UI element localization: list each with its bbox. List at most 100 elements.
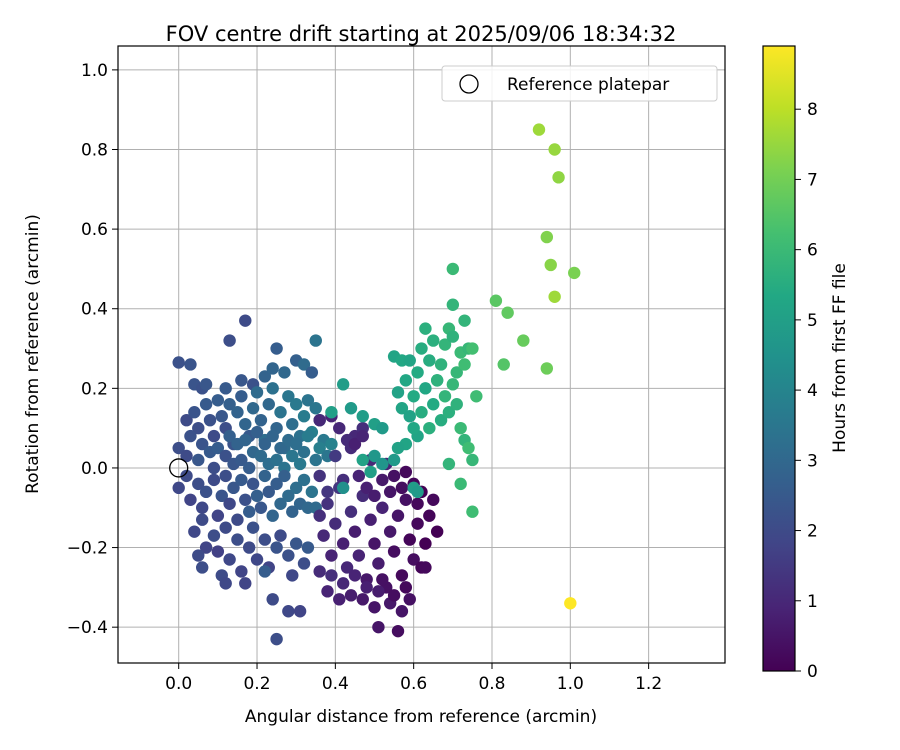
data-point (289, 481, 303, 495)
data-point (336, 481, 350, 495)
data-point (372, 620, 385, 634)
data-point (223, 497, 236, 510)
data-point (368, 489, 381, 503)
colorbar-label: Hours from first FF file (830, 263, 850, 453)
data-point (239, 314, 252, 327)
data-point (387, 589, 401, 602)
data-point (270, 477, 283, 491)
data-point (411, 366, 424, 379)
data-point (266, 382, 279, 395)
data-point (403, 593, 416, 606)
data-point (207, 429, 221, 443)
y-tick-label: 0.6 (81, 220, 108, 240)
data-point (219, 382, 232, 395)
data-point (301, 394, 315, 407)
data-point (356, 453, 369, 467)
data-point (286, 505, 299, 518)
data-point (250, 553, 264, 566)
data-point (239, 577, 252, 590)
data-point (262, 485, 275, 499)
data-point (211, 441, 225, 455)
data-point (211, 545, 225, 558)
data-point (458, 358, 471, 371)
data-point (442, 457, 456, 471)
data-point (395, 605, 409, 618)
data-point (387, 545, 401, 558)
data-point (399, 465, 413, 479)
data-point (489, 294, 503, 307)
data-point (313, 413, 326, 427)
data-point (364, 513, 377, 526)
data-point (325, 569, 338, 582)
data-point (274, 529, 287, 542)
data-point (266, 509, 279, 522)
data-point (203, 413, 217, 427)
data-point (282, 390, 295, 403)
data-point (199, 378, 213, 391)
data-point (427, 398, 440, 411)
data-point (423, 354, 436, 367)
x-tick-label: 0.4 (322, 674, 349, 694)
data-point (270, 632, 283, 646)
data-point (399, 374, 413, 387)
data-point (430, 525, 444, 538)
data-point (376, 457, 389, 471)
data-point (235, 453, 248, 467)
data-point (211, 394, 225, 407)
data-point (278, 469, 291, 483)
colorbar-tick-label: 6 (807, 241, 818, 261)
data-point (231, 406, 244, 419)
data-point (458, 314, 471, 327)
y-tick-label: 0.8 (81, 140, 108, 160)
data-point (309, 334, 322, 347)
data-point (278, 366, 291, 379)
data-point (532, 123, 546, 136)
grid-lines (118, 46, 725, 663)
data-point (172, 481, 185, 495)
data-point (411, 517, 424, 530)
data-point (446, 378, 460, 391)
data-point (305, 485, 319, 499)
data-point (372, 585, 385, 598)
data-point (258, 533, 272, 546)
data-point (227, 481, 240, 495)
data-point (399, 581, 413, 594)
data-point (235, 473, 248, 487)
data-point (246, 521, 260, 534)
data-point (333, 421, 346, 435)
legend-label: Reference platepar (507, 75, 669, 95)
data-point (383, 525, 397, 538)
data-points (172, 123, 581, 646)
data-point (383, 485, 397, 499)
data-point (356, 429, 369, 443)
data-point (466, 505, 479, 518)
data-point (376, 501, 389, 514)
data-point (450, 366, 463, 379)
data-point (195, 513, 209, 526)
data-point (184, 493, 197, 506)
data-point (235, 565, 248, 578)
data-point (321, 497, 334, 510)
colorbar-tick-label: 7 (807, 170, 818, 190)
colorbar: 0 1 2 3 4 5 6 7 8 Hours from first FF file (762, 45, 850, 682)
data-point (192, 421, 205, 435)
data-point (180, 469, 193, 483)
data-point (270, 342, 283, 355)
data-point (199, 398, 213, 411)
data-point (297, 410, 311, 423)
data-point (199, 541, 213, 554)
data-point (254, 501, 268, 514)
x-tick-label: 0.8 (478, 674, 505, 694)
data-point (333, 593, 346, 606)
data-point (242, 505, 256, 518)
data-point (470, 390, 483, 403)
data-point (188, 406, 201, 419)
data-point (391, 509, 405, 522)
data-point (360, 481, 373, 495)
data-point (497, 358, 510, 371)
x-axis-label: Angular distance from reference (arcmin) (245, 707, 597, 727)
data-point (270, 453, 283, 467)
legend: Reference platepar (441, 65, 718, 102)
legend-marker-icon (459, 74, 479, 94)
data-point (195, 501, 209, 514)
